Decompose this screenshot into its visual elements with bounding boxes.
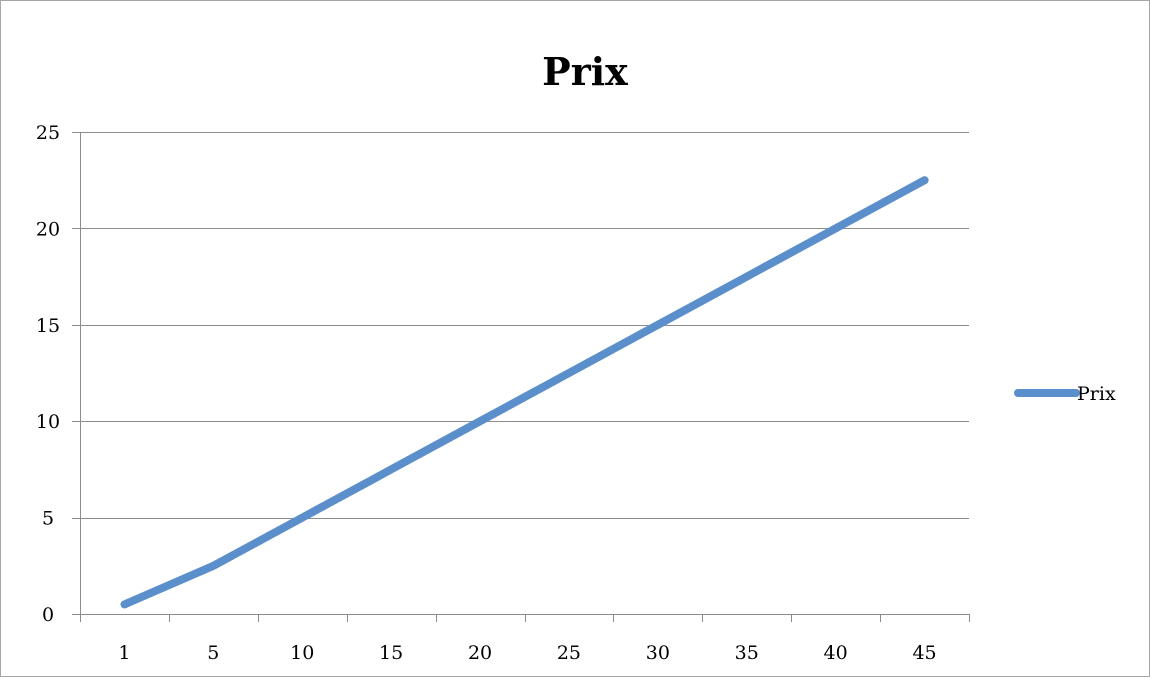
x-tick-label-1: 1 <box>118 642 130 664</box>
series-lines <box>120 176 929 609</box>
y-tick-label-25: 25 <box>36 122 60 144</box>
x-axis-tick-labels: 1 5 10 15 20 25 30 35 40 45 <box>118 642 936 664</box>
x-tick-label-45: 45 <box>912 642 936 664</box>
series-line-prix <box>120 176 929 609</box>
y-tick-label-0: 0 <box>42 604 54 626</box>
legend: Prix <box>1014 383 1116 405</box>
y-axis-tick-labels: 0 5 10 15 20 25 <box>36 122 60 626</box>
x-tick-label-15: 15 <box>379 642 403 664</box>
x-tick-label-5: 5 <box>207 642 219 664</box>
x-tick-label-30: 30 <box>646 642 670 664</box>
x-tick-label-25: 25 <box>557 642 581 664</box>
chart-title: Prix <box>542 49 628 94</box>
x-tick-label-35: 35 <box>735 642 759 664</box>
y-tick-label-10: 10 <box>36 411 60 433</box>
y-tick-label-15: 15 <box>36 315 60 337</box>
x-tick-label-20: 20 <box>468 642 492 664</box>
gridlines <box>72 132 969 519</box>
legend-label-prix: Prix <box>1077 383 1116 405</box>
x-tick-label-10: 10 <box>290 642 314 664</box>
axes <box>72 132 970 622</box>
y-tick-label-20: 20 <box>36 218 60 240</box>
y-tick-label-5: 5 <box>42 508 54 530</box>
x-tick-label-40: 40 <box>824 642 848 664</box>
